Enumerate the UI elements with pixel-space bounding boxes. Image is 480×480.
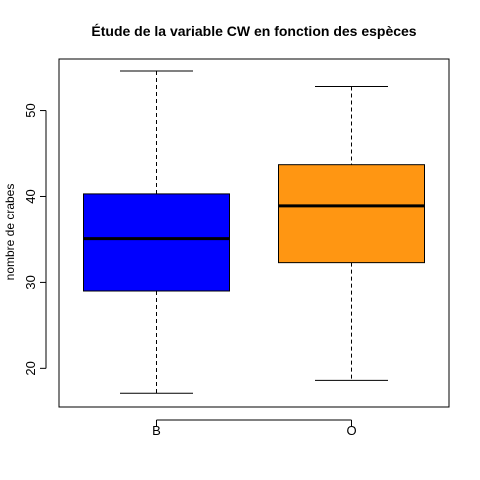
box-b bbox=[83, 193, 230, 292]
y-tick-label-30: 30 bbox=[23, 275, 38, 289]
plot-area: 20 30 40 50 B O bbox=[23, 58, 450, 438]
y-axis-label: nombre de crabes bbox=[3, 184, 17, 281]
box-o bbox=[278, 164, 425, 264]
y-tick-label-50: 50 bbox=[23, 103, 38, 117]
y-tick-label-40: 40 bbox=[23, 189, 38, 203]
x-tick-label-b: B bbox=[152, 423, 161, 438]
plot-frame bbox=[58, 58, 450, 408]
chart-title: Étude de la variable CW en fonction des … bbox=[91, 23, 416, 39]
y-tick-label-20: 20 bbox=[23, 361, 38, 375]
x-tick-label-o: O bbox=[346, 423, 356, 438]
